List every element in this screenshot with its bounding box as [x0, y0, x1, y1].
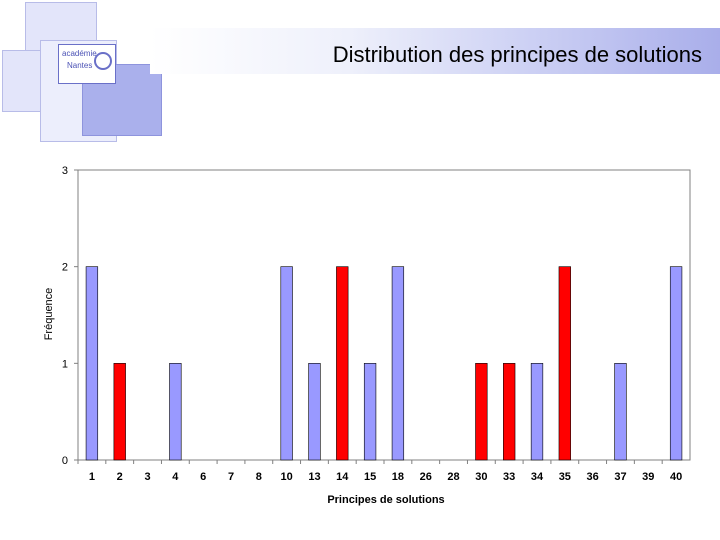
y-axis-title: Fréquence: [43, 288, 55, 341]
x-tick-label: 10: [281, 471, 293, 483]
logo-text-line1: académie: [62, 49, 97, 58]
bar-35: [558, 266, 571, 461]
x-tick-label: 8: [256, 471, 262, 483]
bar-30: [475, 363, 488, 461]
slide-title: Distribution des principes de solutions: [332, 42, 702, 67]
x-tick-label: 28: [447, 471, 459, 483]
x-tick-label: 4: [172, 471, 179, 483]
bar-18: [391, 266, 405, 461]
x-tick-label: 39: [642, 471, 654, 483]
bar-15: [363, 363, 377, 461]
bar-34: [530, 363, 544, 461]
logo-emblem-icon: [94, 52, 112, 70]
x-tick-label: 34: [531, 471, 544, 483]
y-tick-label: 1: [62, 358, 68, 370]
y-axis: 0 1 2 3: [62, 165, 78, 467]
x-tick-label: 13: [308, 471, 320, 483]
x-tick-label: 18: [392, 471, 404, 483]
y-tick-label: 3: [62, 165, 68, 177]
x-tick-label: 26: [420, 471, 432, 483]
x-tick-label: 35: [559, 471, 571, 483]
x-axis: 1 2 3 4 6 7 8 10 13 14 15 18 26 28 30 33 34 35 36 37 39 40: [77, 460, 682, 483]
bar-13: [308, 363, 321, 461]
y-tick-label: 2: [62, 262, 68, 274]
bar-1: [85, 266, 99, 461]
bar-14: [336, 266, 349, 461]
bar-37: [614, 363, 627, 461]
x-tick-label: 37: [614, 471, 626, 483]
title-bar: Distribution des principes de solutions: [150, 28, 720, 74]
x-tick-label: 6: [200, 471, 206, 483]
x-tick-label: 2: [117, 471, 123, 483]
x-tick-label: 7: [228, 471, 234, 483]
logo-text-line2: Nantes: [67, 61, 93, 70]
bar-10: [280, 266, 293, 461]
academie-nantes-logo: académie Nantes: [58, 44, 116, 84]
bar-2: [113, 363, 126, 461]
bar-4: [169, 363, 182, 461]
x-tick-label: 3: [144, 471, 150, 483]
x-axis-title: Principes de solutions: [327, 494, 444, 506]
x-tick-label: 30: [475, 471, 487, 483]
bars: [85, 266, 683, 461]
x-tick-label: 14: [336, 471, 349, 483]
bar-33: [503, 363, 516, 461]
x-tick-label: 15: [364, 471, 376, 483]
bar-40: [669, 266, 683, 461]
x-tick-label: 1: [89, 471, 95, 483]
y-tick-label: 0: [62, 455, 68, 467]
x-tick-label: 36: [587, 471, 599, 483]
x-tick-label: 33: [503, 471, 515, 483]
x-tick-label: 40: [670, 471, 682, 483]
